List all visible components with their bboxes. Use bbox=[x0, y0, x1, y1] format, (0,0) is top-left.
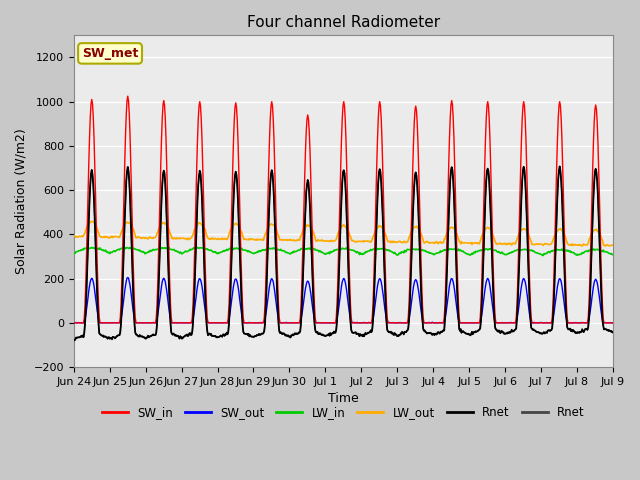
Y-axis label: Solar Radiation (W/m2): Solar Radiation (W/m2) bbox=[15, 128, 28, 274]
X-axis label: Time: Time bbox=[328, 392, 359, 405]
Title: Four channel Radiometer: Four channel Radiometer bbox=[247, 15, 440, 30]
Legend: SW_in, SW_out, LW_in, LW_out, Rnet, Rnet: SW_in, SW_out, LW_in, LW_out, Rnet, Rnet bbox=[97, 402, 589, 424]
Text: SW_met: SW_met bbox=[82, 47, 138, 60]
